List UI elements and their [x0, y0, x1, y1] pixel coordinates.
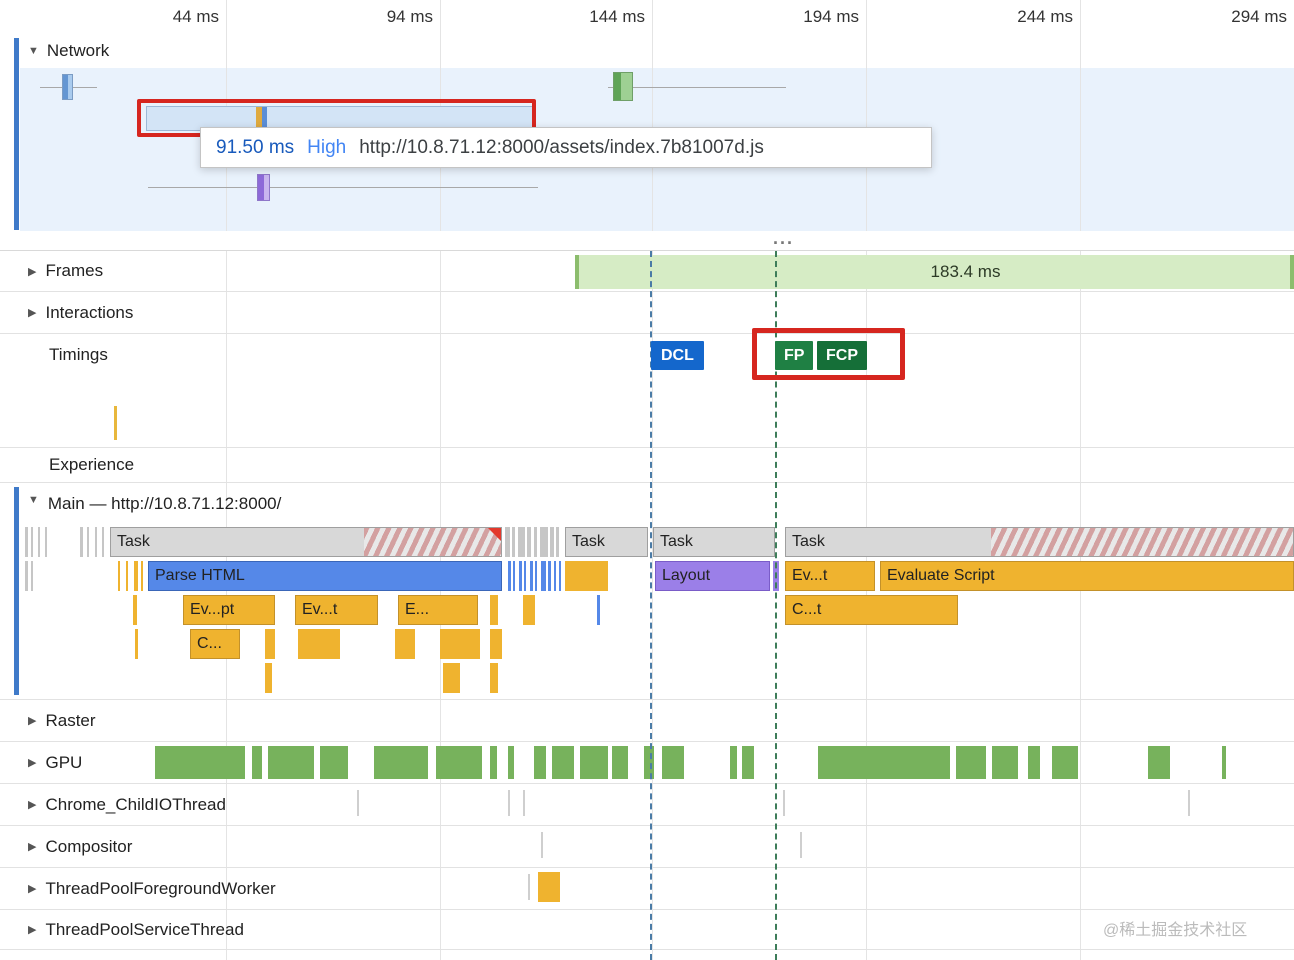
track-label-chrome-childiothread: Chrome_ChildIOThread: [45, 794, 226, 814]
marker-badge-fcp[interactable]: FCP: [817, 341, 867, 370]
collapse-arrow-icon[interactable]: ▼: [28, 45, 39, 57]
marker-badge-dcl[interactable]: DCL: [651, 341, 704, 370]
track-row-chrome-childiothread[interactable]: ▶ Chrome_ChildIOThread: [0, 784, 1294, 826]
track-row-main[interactable]: ▼ Main — http://10.8.71.12:8000/: [0, 483, 1294, 700]
collapse-arrow-icon[interactable]: ▼: [28, 494, 39, 506]
frames-duration-label: 183.4 ms: [930, 262, 1001, 281]
track-row-frames[interactable]: ▶ Frames: [0, 251, 1294, 292]
network-request-tooltip: 91.50 ms High http://10.8.71.12:8000/ass…: [200, 127, 932, 168]
track-label-timings: Timings: [49, 345, 108, 364]
ruler-tick-label: 44 ms: [172, 7, 219, 26]
tooltip-duration: 91.50 ms: [216, 136, 295, 158]
timings-minor-tick: [114, 406, 117, 440]
ruler-tick-label: 194 ms: [803, 7, 859, 26]
tooltip-priority: High: [307, 136, 347, 158]
network-section-bracket: [14, 38, 19, 230]
track-row-timings[interactable]: Timings: [0, 334, 1294, 448]
expand-arrow-icon[interactable]: ▶: [28, 883, 37, 895]
watermark: @稀土掘金技术社区: [1103, 922, 1248, 939]
expand-arrow-icon[interactable]: ▶: [28, 265, 37, 278]
resize-handle-dots[interactable]: ...: [773, 228, 795, 248]
main-section-bracket: [14, 487, 19, 695]
ruler-tick-label: 294 ms: [1231, 7, 1287, 26]
track-row-threadpoolforegroundworker[interactable]: ▶ ThreadPoolForegroundWorker: [0, 868, 1294, 910]
expand-arrow-icon[interactable]: ▶: [28, 841, 37, 853]
track-row-gpu[interactable]: ▶ GPU: [0, 742, 1294, 784]
track-label-experience: Experience: [49, 455, 135, 474]
track-label-raster: Raster: [45, 710, 96, 730]
frames-duration-bar[interactable]: 183.4 ms: [575, 255, 1294, 289]
marker-badge-fp[interactable]: FP: [775, 341, 814, 370]
expand-arrow-icon[interactable]: ▶: [28, 307, 37, 319]
track-label-main: Main — http://10.8.71.12:8000/: [47, 494, 282, 513]
ruler-tick-label: 144 ms: [589, 7, 645, 26]
track-label-frames: Frames: [45, 261, 104, 280]
track-label-compositor: Compositor: [45, 836, 133, 856]
tooltip-url: http://10.8.71.12:8000/assets/index.7b81…: [359, 136, 764, 158]
annotation-highlight-timings: [752, 328, 905, 380]
track-label-interactions: Interactions: [45, 302, 134, 322]
overview-tracks-divider[interactable]: ...: [0, 228, 1294, 251]
frame-boundary: [575, 255, 579, 289]
expand-arrow-icon[interactable]: ▶: [28, 757, 37, 769]
track-row-interactions[interactable]: ▶ Interactions: [0, 292, 1294, 334]
track-label-threadpoolservicethread: ThreadPoolServiceThread: [45, 919, 244, 939]
expand-arrow-icon[interactable]: ▶: [28, 799, 37, 811]
track-row-experience[interactable]: Experience: [0, 448, 1294, 483]
frame-boundary: [1290, 255, 1294, 289]
track-row-raster[interactable]: ▶ Raster: [0, 700, 1294, 742]
track-label-gpu: GPU: [45, 752, 83, 772]
network-section-label: Network: [46, 41, 110, 60]
track-label-threadpoolforegroundworker: ThreadPoolForegroundWorker: [45, 878, 276, 898]
track-row-compositor[interactable]: ▶ Compositor: [0, 826, 1294, 868]
track-row-threadpoolservicethread[interactable]: ▶ ThreadPoolServiceThread: [0, 910, 1294, 950]
expand-arrow-icon[interactable]: ▶: [28, 715, 37, 727]
expand-arrow-icon[interactable]: ▶: [28, 924, 37, 936]
network-section-header[interactable]: ▼ Network: [28, 41, 109, 61]
ruler-tick-label: 244 ms: [1017, 7, 1073, 26]
ruler-tick-label: 94 ms: [386, 7, 433, 26]
